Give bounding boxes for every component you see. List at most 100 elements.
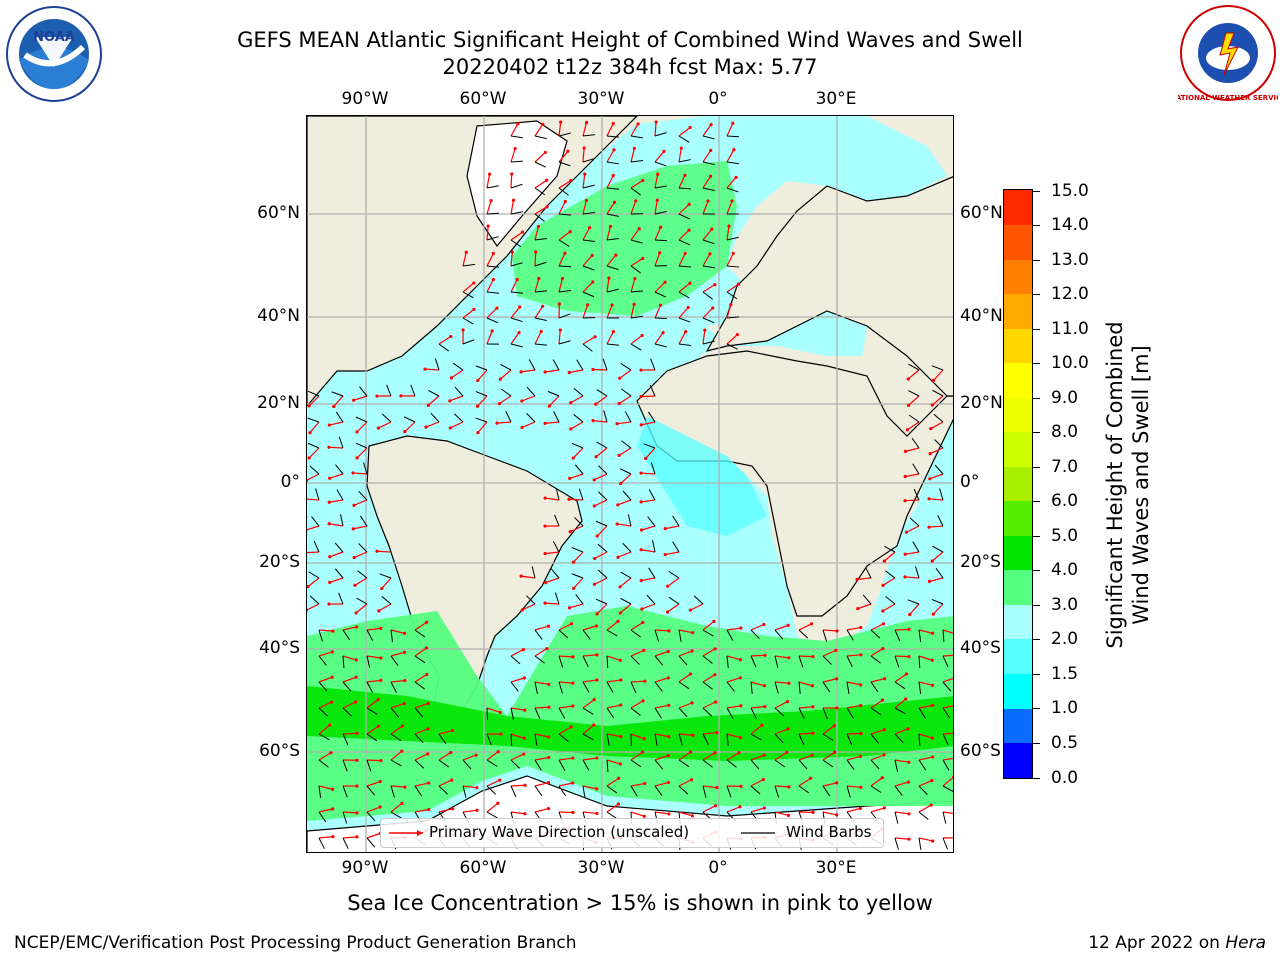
- wind-barb: [475, 365, 488, 371]
- wind-barb: [500, 388, 512, 397]
- wave-direction-arrowhead: [583, 172, 587, 176]
- wave-direction-arrow: [593, 419, 608, 423]
- wave-direction-arrow: [510, 677, 525, 683]
- wave-direction-arrowhead: [515, 277, 519, 282]
- wave-direction-arrow: [534, 124, 544, 137]
- wave-direction-arrow: [318, 724, 331, 735]
- wave-direction-arrow: [353, 551, 368, 559]
- wave-direction-arrow: [726, 705, 741, 709]
- wave-direction-arrow: [606, 620, 619, 631]
- wave-direction-arrowhead: [882, 728, 886, 732]
- map-canvas: [307, 116, 953, 852]
- wind-barb: [358, 543, 368, 553]
- wave-direction-arrow: [774, 701, 788, 709]
- wave-direction-arrow: [641, 525, 656, 531]
- wave-direction-arrow: [438, 751, 452, 761]
- wind-barb: [510, 135, 523, 139]
- wave-direction-arrowhead: [546, 624, 551, 628]
- wind-barb: [558, 265, 572, 268]
- wave-direction-arrowhead: [328, 723, 332, 727]
- wave-direction-arrowhead: [785, 750, 789, 754]
- wind-barb: [475, 417, 488, 423]
- wave-direction-arrow: [353, 525, 368, 530]
- wind-barb: [486, 291, 499, 294]
- wave-direction-arrow: [654, 226, 662, 241]
- wave-direction-arrowhead: [835, 677, 839, 681]
- wave-direction-arrow: [750, 681, 765, 687]
- colorbar-segment: [1004, 535, 1032, 571]
- wave-direction-arrowhead: [642, 648, 646, 653]
- wind-barb: [894, 733, 904, 744]
- wave-direction-arrow: [486, 751, 499, 761]
- wind-barb: [750, 707, 757, 719]
- wave-direction-arrow: [654, 304, 662, 319]
- wave-direction-arrow: [930, 421, 944, 430]
- wave-direction-arrow: [630, 200, 637, 215]
- wave-direction-arrowhead: [737, 751, 741, 755]
- wind-barb: [318, 681, 328, 692]
- wave-direction-arrowhead: [690, 701, 694, 705]
- lat-label-left: 20°N: [257, 393, 300, 413]
- wave-direction-arrowhead: [659, 303, 663, 307]
- wave-direction-arrow: [595, 395, 608, 405]
- wave-direction-arrow: [905, 551, 920, 555]
- wave-direction-arrowhead: [930, 736, 934, 740]
- wave-direction-arrowhead: [617, 453, 621, 457]
- wave-direction-arrow: [654, 252, 661, 267]
- wind-barb: [894, 837, 899, 850]
- wave-direction-arrow: [582, 304, 589, 319]
- wave-direction-arrowhead: [595, 612, 599, 616]
- wind-barb: [526, 386, 536, 397]
- wave-direction-arrow: [641, 421, 656, 426]
- wind-barb: [846, 629, 854, 641]
- wave-direction-arrowhead: [586, 303, 590, 307]
- wind-barb: [342, 759, 348, 772]
- wave-direction-arrowhead: [355, 430, 359, 434]
- wave-direction-arrow: [333, 395, 344, 407]
- wave-direction-arrow: [486, 307, 498, 319]
- wind-barb: [894, 655, 900, 668]
- wave-direction-arrowhead: [640, 750, 645, 754]
- wave-direction-arrowhead: [547, 735, 551, 739]
- wave-direction-arrowhead: [426, 701, 430, 705]
- wind-barb: [942, 733, 949, 746]
- wind-barb: [462, 339, 475, 345]
- wave-direction-arrowhead: [611, 329, 616, 334]
- wind-barb: [870, 655, 881, 664]
- wave-direction-arrowhead: [497, 402, 501, 406]
- wind-barb: [558, 313, 571, 319]
- wave-direction-arrowhead: [594, 624, 599, 628]
- wave-direction-arrowhead: [536, 224, 541, 229]
- wave-direction-arrowhead: [655, 198, 659, 202]
- colorbar-segment: [1004, 397, 1032, 433]
- wind-barb: [574, 464, 584, 475]
- wave-direction-arrowhead: [688, 750, 693, 754]
- colorbar-title: Significant Height of Combined Wind Wave…: [1102, 285, 1154, 685]
- wave-direction-arrow: [309, 421, 320, 434]
- wave-direction-arrow: [931, 551, 944, 562]
- wave-direction-arrow: [822, 649, 837, 657]
- wave-direction-arrowhead: [713, 283, 717, 287]
- lon-label-bottom: 30°E: [815, 858, 857, 878]
- wave-direction-arrowhead: [491, 251, 495, 256]
- wave-direction-arrow: [329, 499, 344, 503]
- wind-barb: [726, 187, 739, 193]
- wind-barb: [582, 184, 595, 189]
- wind-barb: [582, 681, 590, 693]
- wave-direction-arrow: [918, 837, 933, 842]
- wave-direction-arrow: [654, 629, 670, 632]
- wave-direction-arrow: [569, 369, 584, 374]
- wave-direction-arrowhead: [567, 606, 572, 610]
- wind-barb: [390, 733, 402, 742]
- wave-direction-arrowhead: [449, 750, 453, 755]
- wind-barb: [942, 785, 953, 793]
- wave-direction-arrowhead: [569, 725, 573, 729]
- wind-barb: [750, 655, 757, 668]
- wave-direction-arrowhead: [592, 504, 596, 508]
- wind-barb: [606, 629, 618, 637]
- lon-label-top: 90°W: [341, 89, 389, 109]
- wave-direction-arrow: [308, 395, 320, 407]
- wave-direction-arrowhead: [543, 552, 547, 556]
- wave-direction-arrowhead: [714, 700, 718, 704]
- wave-direction-arrow: [366, 627, 381, 631]
